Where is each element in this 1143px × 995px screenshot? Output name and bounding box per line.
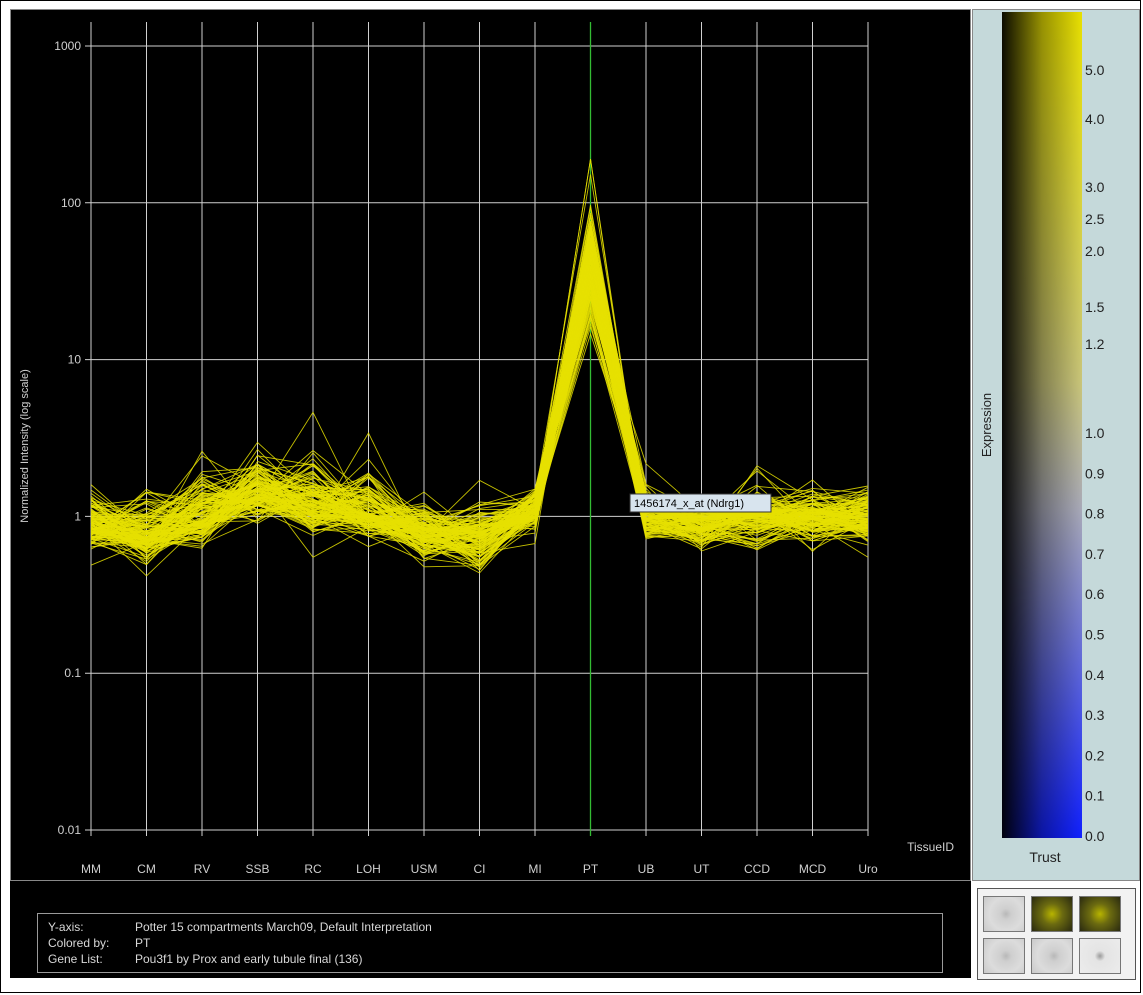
y-tick-label: 1000 [54,39,81,53]
y-axis-info-row: Y-axis: Potter 15 compartments March09, D… [48,919,432,935]
x-tick-label: UT [694,862,711,876]
legend-scale-label: 0.4 [1085,667,1105,683]
y-tick-label: 10 [68,353,82,367]
colored-by-info-key: Colored by: [48,936,110,950]
series-line [90,297,869,536]
series-line [90,231,869,574]
y-tick-label: 0.1 [64,666,81,680]
grid-layer: 1000 100 10 1 0.1 0.01 MM CM RV SSB RC LOH USM CI MI PT… [54,22,878,876]
thumbnail-panel [977,888,1136,980]
x-tick-label: USM [411,862,438,876]
series-line [90,268,869,566]
gene-list-info-value: Pou3f1 by Prox and early tubule final (1… [135,952,363,966]
legend-footer: Trust [1029,849,1060,865]
series-line [90,299,869,543]
series-line [90,159,869,542]
y-axis-label: Normalized Intensity (log scale) [19,369,31,522]
y-axis-info-key: Y-axis: [48,920,84,934]
legend-scale-label: 2.0 [1085,243,1105,259]
x-tick-label: RC [304,862,322,876]
line-chart[interactable]: 1000 100 10 1 0.1 0.01 MM CM RV SSB RC LOH USM CI MI PT… [11,10,972,882]
x-tick-label: CI [474,862,486,876]
legend-scale-label: 0.6 [1085,586,1105,602]
series-line [90,246,869,551]
color-legend: 5.0 4.0 3.0 2.5 2.0 1.5 1.2 1.0 0.9 0.8 0.7 0.6 0.5 0… [979,12,1105,865]
x-axis-label: TissueID [907,840,954,854]
x-tick-label: LOH [356,862,381,876]
x-tick-label: CM [137,862,156,876]
label-layer: Normalized Intensity (log scale) TissueI… [19,369,954,854]
y-tick-label: 0.01 [58,823,82,837]
x-tick-label: SSB [245,862,269,876]
thumbnail-2[interactable] [1031,896,1073,932]
legend-title: Expression [979,393,994,457]
x-tick-label: Uro [858,862,878,876]
series-line [90,260,869,554]
trust-shading-overlay [1002,12,1082,838]
legend-scale-label: 1.2 [1085,336,1105,352]
series-line [90,299,869,548]
legend-scale-label: 0.9 [1085,465,1105,481]
gene-list-info-key: Gene List: [48,952,103,966]
legend-scale-label: 0.0 [1085,828,1105,844]
color-legend-panel: 5.0 4.0 3.0 2.5 2.0 1.5 1.2 1.0 0.9 0.8 0.7 0.6 0.5 0… [972,9,1140,881]
thumbnail-3[interactable] [1079,896,1121,932]
y-tick-label: 100 [61,196,81,210]
x-tick-label: MM [81,862,101,876]
legend-scale-labels: 5.0 4.0 3.0 2.5 2.0 1.5 1.2 1.0 0.9 0.8 0.7 0.6 0.5 0… [1085,62,1105,844]
y-axis-info-value: Potter 15 compartments March09, Default … [135,920,432,934]
legend-scale-label: 5.0 [1085,62,1105,78]
legend-scale-label: 0.2 [1085,747,1105,763]
colored-by-info-value: PT [135,936,151,950]
legend-scale-label: 0.5 [1085,627,1105,643]
thumbnail-6[interactable] [1079,938,1121,974]
legend-scale-label: 0.1 [1085,788,1105,804]
series-line [90,284,869,558]
info-panel: Y-axis: Potter 15 compartments March09, D… [10,881,971,978]
thumbnail-4[interactable] [983,938,1025,974]
series-line [90,226,869,545]
plot-panel[interactable]: 1000 100 10 1 0.1 0.01 MM CM RV SSB RC LOH USM CI MI PT… [10,9,971,881]
legend-scale-label: 3.0 [1085,179,1105,195]
legend-scale-label: 2.5 [1085,211,1105,227]
legend-scale-label: 4.0 [1085,111,1105,127]
x-tick-label: PT [583,862,599,876]
x-tick-label: MI [528,862,541,876]
x-tick-label: MCD [799,862,827,876]
legend-scale-label: 0.8 [1085,506,1105,522]
x-tick-label: UB [638,862,655,876]
tooltip-layer: 1456174_x_at (Ndrg1) [629,493,772,513]
legend-scale-label: 0.7 [1085,546,1105,562]
thumbnail-5[interactable] [1031,938,1073,974]
thumbnail-1[interactable] [983,896,1025,932]
legend-scale-label: 1.0 [1085,425,1105,441]
y-tick-label: 1 [74,509,81,523]
info-box: Y-axis: Potter 15 compartments March09, D… [37,913,943,973]
x-tick-label: RV [194,862,210,876]
tooltip-box [629,493,772,513]
tooltip-text: 1456174_x_at (Ndrg1) [634,498,744,510]
legend-scale-label: 0.3 [1085,707,1105,723]
legend-scale-label: 1.5 [1085,299,1105,315]
gene-list-info-row: Gene List: Pou3f1 by Prox and early tubul… [48,951,362,967]
x-tick-label: CCD [744,862,770,876]
colored-by-info-row: Colored by: PT [48,935,150,951]
